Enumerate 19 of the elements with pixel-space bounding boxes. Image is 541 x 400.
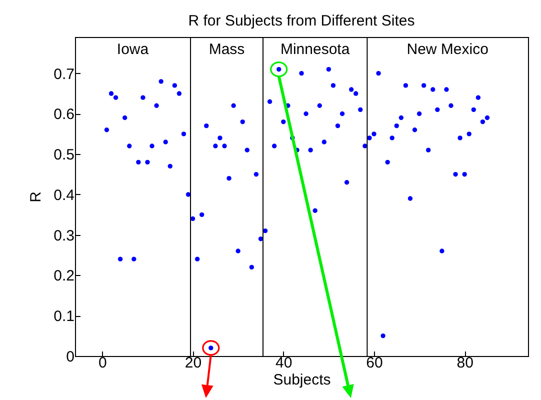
x-tick-label: 80 [456, 354, 474, 372]
x-tick-label: 40 [276, 354, 292, 372]
y-tick-label: 0.3 [54, 227, 74, 244]
y-tick-label: 0.4 [54, 186, 74, 204]
y-axis-title: R [28, 191, 45, 202]
x-tick-label: 20 [184, 354, 202, 372]
x-axis-title: Subjects [273, 372, 331, 388]
annotation: Minnesota [280, 41, 350, 58]
annotation: Mass [208, 41, 245, 58]
y-tick-label: 0.1 [54, 308, 74, 326]
y-tick-label: 0.7 [54, 66, 74, 83]
y-tick-label: 0.6 [54, 106, 74, 124]
y-tick-label: 0.2 [54, 268, 74, 285]
annotation: Iowa [116, 41, 150, 58]
x-tick-label: 0 [98, 354, 107, 372]
x-tick-label: 60 [366, 354, 383, 372]
annotation: New Mexico [406, 41, 488, 58]
chart-title: R for Subjects from Different Sites [188, 12, 415, 30]
y-tick-label: 0.5 [54, 146, 74, 164]
